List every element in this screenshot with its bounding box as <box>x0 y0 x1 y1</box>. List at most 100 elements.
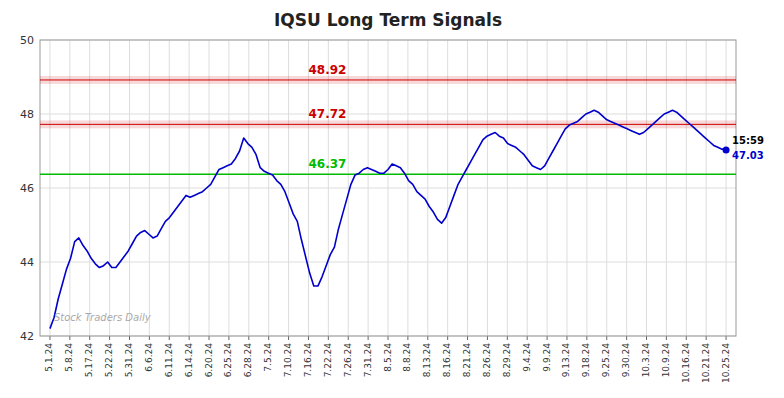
x-tick <box>547 336 548 340</box>
grid-line <box>248 40 249 336</box>
x-tick-label: 5.8.24 <box>64 343 74 372</box>
x-tick-label: 8.5.24 <box>383 343 393 372</box>
grid-line <box>368 40 369 336</box>
grid-line <box>487 40 488 336</box>
x-tick <box>586 336 587 340</box>
x-tick-label: 6.20.24 <box>204 343 214 378</box>
grid-line <box>666 40 667 336</box>
grid-line <box>69 40 70 336</box>
x-tick-label: 6.11.24 <box>164 343 174 378</box>
grid-line <box>129 40 130 336</box>
grid-line <box>228 40 229 336</box>
y-tick-label: 48 <box>20 108 34 121</box>
x-tick <box>606 336 607 340</box>
x-tick <box>507 336 508 340</box>
x-tick-label: 9.30.24 <box>621 343 631 378</box>
x-tick-label: 8.29.24 <box>502 343 512 378</box>
x-tick-label: 9.25.24 <box>601 343 611 378</box>
grid-line <box>527 40 528 336</box>
watermark: Stock Traders Daily <box>54 312 152 323</box>
x-tick <box>89 336 90 340</box>
grid-line <box>407 40 408 336</box>
band <box>40 76 736 84</box>
x-tick <box>109 336 110 340</box>
grid-line <box>348 40 349 336</box>
x-tick-label: 5.31.24 <box>124 343 134 378</box>
x-tick <box>268 336 269 340</box>
hline <box>40 174 736 176</box>
x-tick-label: 9.9.24 <box>542 343 552 372</box>
x-tick <box>49 336 50 340</box>
grid <box>40 40 736 336</box>
grid-line <box>169 40 170 336</box>
grid-line <box>626 40 627 336</box>
x-tick-label: 7.16.24 <box>303 343 313 378</box>
x-tick <box>228 336 229 340</box>
y-tick-label: 42 <box>20 330 34 343</box>
x-tick <box>308 336 309 340</box>
x-tick <box>527 336 528 340</box>
x-tick <box>487 336 488 340</box>
x-tick-label: 9.13.24 <box>561 343 571 378</box>
x-tick <box>368 336 369 340</box>
plot-frame <box>40 40 736 336</box>
x-tick-label: 8.26.24 <box>482 343 492 378</box>
x-tick <box>189 336 190 340</box>
grid-line <box>209 40 210 336</box>
grid-line <box>328 40 329 336</box>
grid-line <box>189 40 190 336</box>
x-tick <box>666 336 667 340</box>
x-tick <box>209 336 210 340</box>
x-tick <box>407 336 408 340</box>
x-tick-label: 7.26.24 <box>343 343 353 378</box>
x-tick <box>388 336 389 340</box>
grid-line <box>507 40 508 336</box>
grid-line <box>586 40 587 336</box>
y-tick-label: 46 <box>20 182 34 195</box>
x-tick-label: 8.8.24 <box>402 343 412 372</box>
x-tick <box>427 336 428 340</box>
grid-line <box>706 40 707 336</box>
hline <box>40 79 736 80</box>
x-tick-label: 10.25.24 <box>721 343 731 383</box>
x-tick <box>328 336 329 340</box>
x-tick <box>566 336 567 340</box>
band <box>40 120 736 128</box>
grid-line <box>109 40 110 336</box>
grid-line <box>149 40 150 336</box>
grid-line <box>308 40 309 336</box>
x-tick-label: 5.22.24 <box>104 343 114 378</box>
x-tick-label: 10.9.24 <box>661 343 671 378</box>
x-tick <box>348 336 349 340</box>
x-tick-label: 6.25.24 <box>223 343 233 378</box>
grid-line <box>388 40 389 336</box>
x-tick-label: 10.16.24 <box>681 343 691 383</box>
x-tick-label: 7.22.24 <box>323 343 333 378</box>
x-tick-label: 9.4.24 <box>522 343 532 372</box>
y-tick-label: 44 <box>20 256 34 269</box>
grid-line <box>686 40 687 336</box>
x-tick-label: 8.13.24 <box>422 343 432 378</box>
x-tick <box>248 336 249 340</box>
x-tick-label: 10.21.24 <box>701 343 711 383</box>
grid-line <box>726 40 727 336</box>
x-tick-label: 9.18.24 <box>581 343 591 378</box>
grid-line <box>288 40 289 336</box>
hline <box>40 124 736 125</box>
x-tick <box>169 336 170 340</box>
x-tick-label: 6.6.24 <box>144 343 154 372</box>
grid-line <box>268 40 269 336</box>
x-tick <box>467 336 468 340</box>
x-tick-label: 7.31.24 <box>363 343 373 378</box>
hline-label: 46.37 <box>308 157 346 171</box>
x-tick <box>69 336 70 340</box>
x-tick-label: 10.3.24 <box>641 343 651 378</box>
x-tick-label: 7.5.24 <box>263 343 273 372</box>
grid-line <box>606 40 607 336</box>
x-tick <box>686 336 687 340</box>
x-tick <box>447 336 448 340</box>
title: IQSU Long Term Signals <box>274 10 502 30</box>
x-tick <box>288 336 289 340</box>
grid-line <box>49 40 50 336</box>
grid-line <box>467 40 468 336</box>
